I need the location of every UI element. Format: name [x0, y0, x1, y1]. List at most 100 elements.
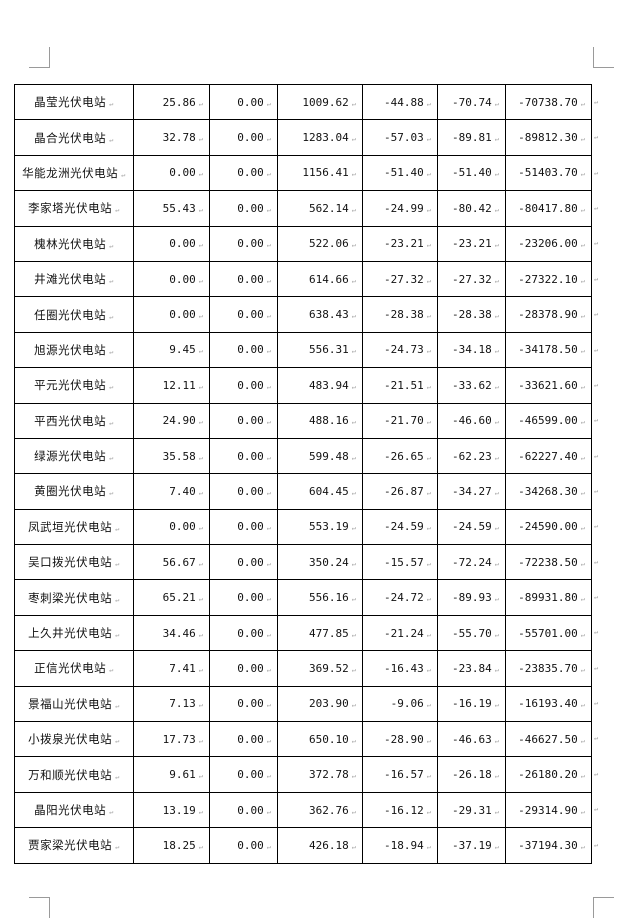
value-cell: 25.86 ↵	[133, 83, 210, 121]
cell-text: 0.00	[237, 520, 264, 534]
paragraph-mark: ↵	[426, 772, 431, 781]
value-cell: -80.42 ↵	[437, 190, 506, 227]
value-cell: 0.00 ↵	[133, 296, 210, 333]
paragraph-mark: ↵	[580, 736, 585, 745]
row-end-mark: ↵	[594, 486, 599, 495]
value-cell: -33.62 ↵	[437, 367, 506, 404]
value-cell: -21.51 ↵	[362, 367, 438, 404]
paragraph-mark: ↵	[494, 488, 499, 497]
cell-text: -24.99	[384, 201, 424, 215]
table-row: 小拨泉光伏电站 ↵ 17.73 ↵ 0.00 ↵ 650.10 ↵ -28.90 ↵ -46.63 ↵…	[14, 721, 592, 758]
paragraph-mark: ↵	[266, 807, 271, 816]
paragraph-mark: ↵	[351, 347, 356, 356]
cell-text: 483.94	[309, 378, 349, 392]
paragraph-mark: ↵	[580, 135, 585, 144]
paragraph-mark: ↵	[198, 347, 203, 356]
cell-text: 0.00	[169, 520, 196, 534]
value-cell: -46627.50 ↵	[505, 721, 592, 758]
paragraph-mark: ↵	[266, 630, 271, 639]
paragraph-mark: ↵	[426, 701, 431, 710]
value-cell: -55701.00 ↵	[505, 614, 592, 652]
value-cell: -16.12 ↵	[362, 791, 438, 829]
paragraph-mark: ↵	[351, 630, 356, 639]
cell-text: -89812.30	[518, 131, 578, 145]
station-name-cell: 上久井光伏电站 ↵	[14, 614, 134, 652]
cell-text: 477.85	[309, 626, 349, 640]
cell-text: 1156.41	[302, 166, 349, 180]
cell-text: 0.00	[169, 166, 196, 180]
table-row: 旭源光伏电站 ↵ 9.45 ↵ 0.00 ↵ 556.31 ↵ -24.73 ↵ -34.18 ↵ -3…	[14, 331, 592, 369]
value-cell: 614.66 ↵	[277, 260, 363, 298]
row-end-mark: ↵	[594, 628, 599, 637]
row-end-mark: ↵	[594, 769, 599, 778]
value-cell: 0.00 ↵	[209, 367, 278, 404]
value-cell: -26.18 ↵	[437, 756, 506, 793]
paragraph-mark: ↵	[266, 524, 271, 533]
paragraph-mark: ↵	[351, 559, 356, 568]
value-cell: 553.19 ↵	[277, 508, 363, 546]
value-cell: -18.94 ↵	[362, 827, 438, 864]
cell-text: 任圈光伏电站	[34, 307, 107, 322]
value-cell: 0.00 ↵	[209, 190, 278, 227]
paragraph-mark: ↵	[494, 347, 499, 356]
value-cell: 0.00 ↵	[209, 83, 278, 121]
station-name-cell: 李家塔光伏电站 ↵	[14, 190, 134, 227]
cell-text: 203.90	[309, 697, 349, 711]
cell-text: -34178.50	[518, 343, 578, 357]
paragraph-mark: ↵	[115, 772, 120, 781]
cell-text: 吴口拨光伏电站	[28, 555, 113, 570]
value-cell: 369.52 ↵	[277, 650, 363, 687]
paragraph-mark: ↵	[580, 170, 585, 179]
table-row: 凤武垣光伏电站 ↵ 0.00 ↵ 0.00 ↵ 553.19 ↵ -24.59 ↵ -24.59 ↵ -…	[14, 508, 592, 546]
cell-text: -28.38	[384, 308, 424, 322]
cell-text: 0.00	[237, 626, 264, 640]
cell-text: 0.00	[237, 768, 264, 782]
paragraph-mark: ↵	[580, 807, 585, 816]
value-cell: 0.00 ↵	[209, 614, 278, 652]
row-end-mark: ↵	[594, 840, 599, 849]
cell-text: 0.00	[237, 484, 264, 498]
paragraph-mark: ↵	[426, 842, 431, 851]
cell-text: -46.60	[452, 414, 492, 428]
value-cell: -27.32 ↵	[437, 260, 506, 298]
value-cell: -26.87 ↵	[362, 473, 438, 510]
cell-text: 599.48	[309, 449, 349, 463]
cell-text: 34.46	[162, 626, 196, 640]
cell-text: -89.93	[452, 591, 492, 605]
value-cell: 0.00 ↵	[209, 756, 278, 793]
paragraph-mark: ↵	[266, 170, 271, 179]
value-cell: -28.90 ↵	[362, 721, 438, 758]
paragraph-mark: ↵	[351, 807, 356, 816]
paragraph-mark: ↵	[426, 595, 431, 604]
value-cell: -28.38 ↵	[437, 296, 506, 333]
station-name-cell: 晶莹光伏电站 ↵	[14, 83, 134, 121]
cell-text: -80.42	[452, 201, 492, 215]
cell-text: -57.03	[384, 131, 424, 145]
value-cell: 203.90 ↵	[277, 685, 363, 723]
value-cell: 1283.04 ↵	[277, 119, 363, 156]
value-cell: 650.10 ↵	[277, 721, 363, 758]
paragraph-mark: ↵	[494, 842, 499, 851]
cell-text: -28.38	[452, 308, 492, 322]
row-end-mark: ↵	[594, 239, 599, 248]
paragraph-mark: ↵	[109, 312, 114, 321]
paragraph-mark: ↵	[198, 736, 203, 745]
paragraph-mark: ↵	[198, 276, 203, 285]
station-name-cell: 贾家梁光伏电站 ↵	[14, 827, 134, 864]
paragraph-mark: ↵	[198, 772, 203, 781]
value-cell: 488.16 ↵	[277, 402, 363, 439]
value-cell: 483.94 ↵	[277, 367, 363, 404]
paragraph-mark: ↵	[580, 772, 585, 781]
cell-text: 556.31	[309, 343, 349, 357]
cell-text: 1283.04	[302, 131, 349, 145]
value-cell: 0.00 ↵	[209, 331, 278, 369]
value-cell: -57.03 ↵	[362, 119, 438, 156]
value-cell: -34268.30 ↵	[505, 473, 592, 510]
paragraph-mark: ↵	[494, 772, 499, 781]
cell-text: 614.66	[309, 272, 349, 286]
cell-text: -29.31	[452, 803, 492, 817]
cell-text: -9.06	[390, 697, 424, 711]
cell-text: -89.81	[452, 131, 492, 145]
value-cell: -46599.00 ↵	[505, 402, 592, 439]
paragraph-mark: ↵	[266, 842, 271, 851]
